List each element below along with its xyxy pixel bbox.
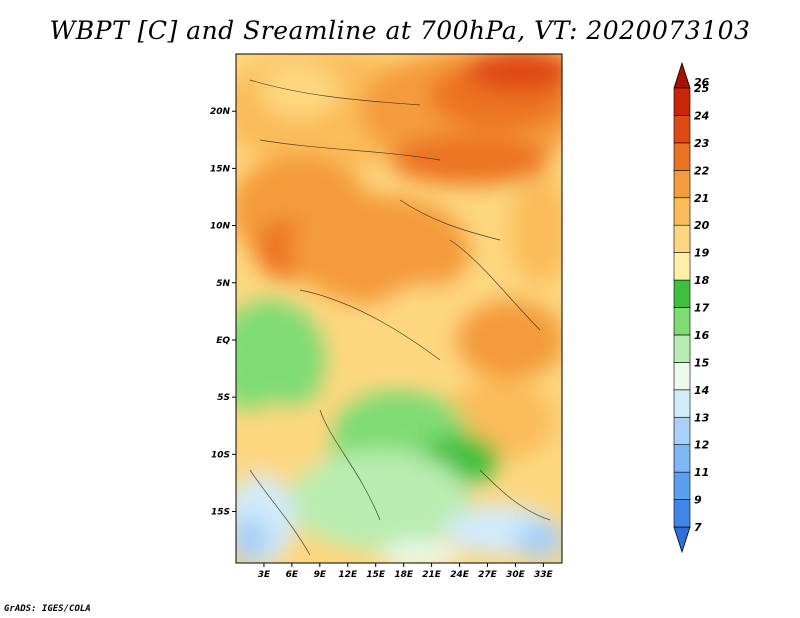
grads-credit: GrADS: IGES/COLA <box>4 604 91 614</box>
colorbar-segment <box>673 115 691 144</box>
lon-tick-label: 21E <box>422 570 442 580</box>
lon-tick-label: 9E <box>314 570 327 580</box>
lat-tick-label: 10S <box>211 450 230 460</box>
colorbar-segment <box>673 252 691 281</box>
lon-tick-label: 6E <box>286 570 299 580</box>
colorbar-segment <box>673 279 691 308</box>
colorbar-segment <box>673 87 691 116</box>
colorbar-label: 21 <box>694 192 709 205</box>
colorbar-label: 12 <box>694 439 710 452</box>
colorbar-label: 9 <box>694 494 702 507</box>
colorbar-segment <box>673 170 691 199</box>
lat-tick-label: EQ <box>216 336 230 346</box>
map-title: WBPT [C] and Sreamline at 700hPa, VT: 20… <box>49 16 751 45</box>
lon-tick-label: 30E <box>506 570 526 580</box>
colorbar-segment <box>673 362 691 391</box>
lon-tick-label: 15E <box>366 570 386 580</box>
colorbar-top-arrow <box>673 61 691 89</box>
colorbar-segment <box>673 307 691 336</box>
colorbar-label: 26 <box>694 76 710 89</box>
lat-tick-label: 20N <box>210 107 231 117</box>
colorbar-label: 15 <box>694 356 710 369</box>
lon-tick-label: 3E <box>258 570 271 580</box>
colorbar-label: 7 <box>694 521 702 534</box>
latitude-axis: 20N 15N 10N 5N EQ 5S 10S 15S <box>210 107 236 518</box>
map-frame <box>235 53 563 564</box>
colorbar-label: 13 <box>694 411 710 424</box>
colorbar-label: 19 <box>694 247 710 260</box>
lon-tick-label: 33E <box>534 570 554 580</box>
longitude-axis: 3E 6E 9E 12E 15E 18E 21E 24E 27E 30E 33E <box>258 563 554 580</box>
colorbar-segment <box>673 142 691 171</box>
colorbar-label: 20 <box>694 219 710 232</box>
colorbar-label: 17 <box>694 302 710 315</box>
colorbar-segment <box>673 224 691 253</box>
lat-tick-label: 15N <box>210 164 231 174</box>
colorbar-segment <box>673 416 691 445</box>
colorbar-label: 23 <box>694 137 710 150</box>
colorbar-segment <box>673 389 691 418</box>
lat-tick-label: 15S <box>211 508 230 518</box>
colorbar-bottom-arrow <box>673 526 691 554</box>
colorbar-segment <box>673 499 691 528</box>
lon-tick-label: 18E <box>394 570 414 580</box>
colorbar-segment <box>673 197 691 226</box>
lat-tick-label: 10N <box>210 222 231 232</box>
colorbar-label: 14 <box>694 384 709 397</box>
colorbar-label: 18 <box>694 274 710 287</box>
colorbar-label: 11 <box>694 466 709 479</box>
colorbar-segment <box>673 471 691 500</box>
colorbar-label: 25 <box>694 82 710 95</box>
colorbar-segment <box>673 334 691 363</box>
lat-tick-label: 5S <box>217 393 230 403</box>
colorbar-label: 24 <box>694 109 709 122</box>
lon-tick-label: 12E <box>338 570 358 580</box>
colorbar-segment <box>673 444 691 473</box>
lon-tick-label: 27E <box>478 570 498 580</box>
lat-tick-label: 5N <box>216 279 230 289</box>
colorbar-label: 16 <box>694 329 710 342</box>
colorbar-label: 22 <box>694 164 710 177</box>
wbpt-field <box>236 54 562 563</box>
lon-tick-label: 24E <box>450 570 470 580</box>
